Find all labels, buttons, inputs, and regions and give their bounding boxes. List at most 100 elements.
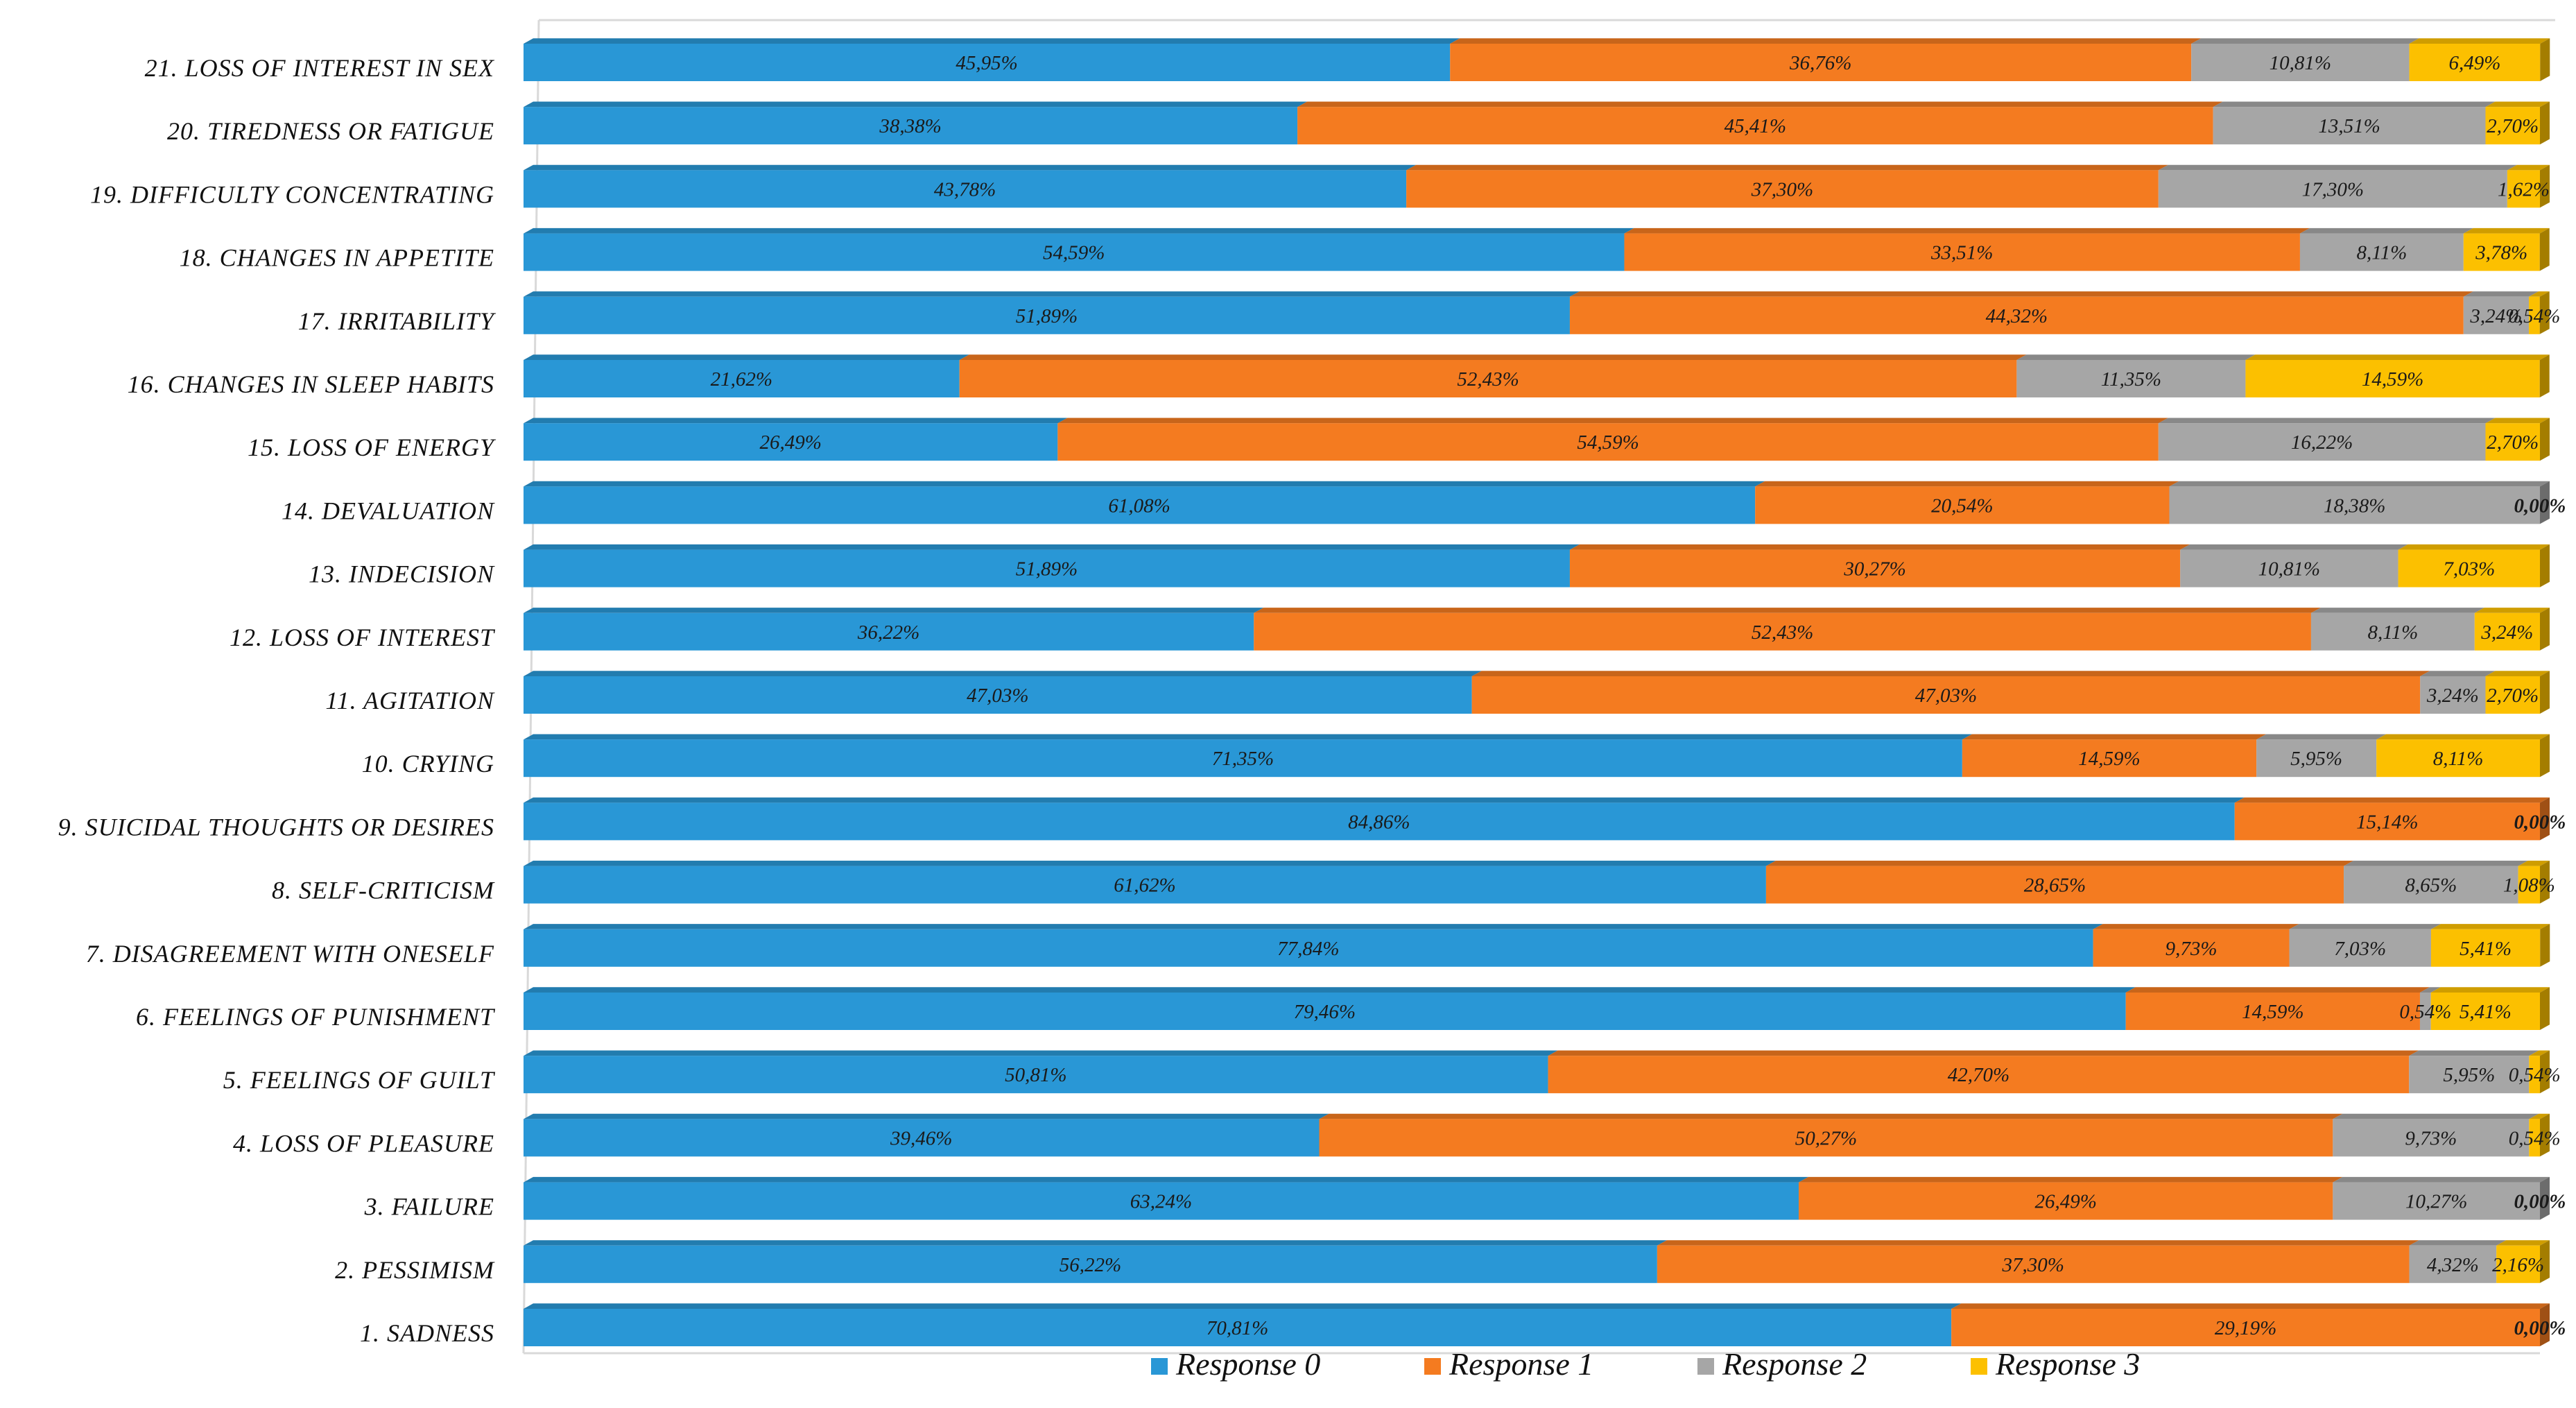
bar-segment-side	[2540, 734, 2550, 778]
bar-segment-side	[2540, 481, 2550, 524]
data-label: 0,00%	[2514, 1191, 2566, 1213]
bar-segment-top	[2419, 987, 2441, 993]
data-label: 5,95%	[2443, 1064, 2495, 1086]
data-label: 1,08%	[2503, 875, 2555, 897]
category-label: 9. SUICIDAL THOUGHTS OR DESIRES	[58, 813, 494, 841]
category-label: 15. LOSS OF ENERGY	[248, 433, 496, 461]
bar-segment	[524, 1245, 1657, 1283]
bar-segment	[2398, 549, 2540, 587]
bar-segment-top	[524, 860, 1776, 866]
data-label: 0,54%	[2509, 1064, 2561, 1086]
bar-segment-top	[2430, 987, 2550, 993]
bar-segment-top	[524, 291, 1580, 297]
bar-segment	[2376, 739, 2540, 778]
bar-segment-top	[524, 38, 1460, 44]
data-label: 63,24%	[1130, 1191, 1192, 1213]
bar-segment-top	[1569, 544, 2190, 550]
bar-segment-top	[2409, 1240, 2507, 1246]
data-label: 13,51%	[2318, 115, 2380, 137]
data-label: 21,62%	[711, 368, 772, 390]
legend-label: Response 3	[1995, 1346, 2140, 1382]
bar-segment-top	[2474, 608, 2550, 613]
data-label: 51,89%	[1016, 558, 1078, 581]
data-label: 0,00%	[2514, 1317, 2566, 1339]
category-label: 4. LOSS OF PLEASURE	[233, 1129, 494, 1157]
data-label: 2,70%	[2487, 115, 2539, 137]
bar-segment-top	[2430, 924, 2550, 929]
data-label: 70,81%	[1207, 1317, 1268, 1339]
bar-segment	[1471, 676, 2421, 714]
category-label: 6. FEELINGS OF PUNISHMENT	[136, 1003, 496, 1031]
data-label: 52,43%	[1457, 368, 1519, 390]
bar-segment-top	[2485, 671, 2550, 676]
data-label: 51,89%	[1016, 305, 1078, 327]
bar-segment	[2289, 929, 2431, 967]
bar-segment	[524, 1182, 1799, 1220]
bar-segment	[2496, 1245, 2540, 1283]
data-label: 47,03%	[967, 685, 1028, 707]
bar-segment-top	[1657, 1240, 2419, 1246]
bar-segment-top	[524, 987, 2136, 993]
bar-segment	[1254, 612, 2311, 651]
bar-segment-side	[2540, 38, 2550, 81]
bar-segment	[1624, 233, 2300, 271]
data-label: 37,30%	[1751, 178, 1813, 200]
bar-segment	[2518, 866, 2540, 904]
bar-segment-side	[2540, 860, 2550, 904]
bar-segment-top	[524, 671, 1482, 676]
bar-segment-top	[524, 418, 1068, 424]
bar-segment	[524, 1309, 1952, 1346]
data-label: 1,62%	[2498, 178, 2550, 200]
data-label: 7,03%	[2443, 558, 2495, 581]
data-label: 26,49%	[759, 431, 821, 454]
bar-segment	[2485, 676, 2540, 714]
bar-segment-top	[2507, 164, 2550, 171]
bar-segment-top	[2376, 734, 2550, 740]
data-label: 45,41%	[1724, 115, 1786, 137]
bar-segment	[524, 44, 1451, 81]
data-labels: 45,95% 36,76% 10,81% 6,49% 38,38% 45,41% 13,51…	[711, 52, 2566, 1339]
bar-segment	[1450, 44, 2192, 81]
bar-segment-top	[524, 1176, 1809, 1183]
bar-segment-side	[2540, 1303, 2550, 1346]
bar-segment	[2430, 929, 2541, 967]
data-label: 0,54%	[2509, 1127, 2561, 1149]
bar-segment-top	[1471, 671, 2430, 676]
data-label: 61,62%	[1114, 875, 1175, 897]
bar-segment	[1569, 549, 2181, 587]
bar-segment-top	[2518, 860, 2550, 866]
bar-segment	[2256, 739, 2377, 778]
bar-segment	[524, 612, 1254, 651]
bar-segment-top	[1057, 418, 2168, 424]
data-label: 16,22%	[2291, 431, 2353, 454]
bar-segment	[524, 233, 1625, 271]
bar-segment	[524, 360, 960, 397]
category-label: 17. IRRITABILITY	[298, 307, 496, 335]
bar-segment-top	[1450, 38, 2202, 44]
bar-segment-top	[2398, 544, 2550, 550]
category-label: 5. FEELINGS OF GUILT	[223, 1066, 496, 1094]
bar-segment	[2485, 107, 2540, 145]
data-label: 14,59%	[2242, 1001, 2303, 1023]
bar-segment-top	[1569, 291, 2473, 297]
bar-segment-top	[524, 544, 1580, 550]
data-label: 8,11%	[2356, 242, 2407, 264]
bar-segment-top	[524, 608, 1264, 613]
bar-segment	[1569, 296, 2464, 334]
data-label: 8,11%	[2433, 748, 2484, 770]
data-label: 30,27%	[1843, 558, 1905, 581]
category-label: 7. DISAGREEMENT WITH ONESELF	[86, 940, 494, 968]
bar-segment-top	[2299, 227, 2473, 234]
data-label: 6,49%	[2448, 52, 2500, 74]
data-label: 3,24%	[2426, 685, 2479, 707]
bar-segment-side	[2540, 797, 2550, 841]
bar-segment-top	[2529, 291, 2550, 297]
bar-segment-side	[2540, 924, 2550, 967]
data-label: 26,49%	[2034, 1191, 2096, 1213]
bar-segments	[524, 38, 2550, 1346]
category-label: 8. SELF-CRITICISM	[272, 877, 495, 904]
data-label: 3,24%	[2469, 305, 2522, 327]
category-label: 13. INDECISION	[309, 560, 495, 588]
bar-segment	[2310, 612, 2475, 651]
bar-segment-top	[2529, 1113, 2550, 1119]
